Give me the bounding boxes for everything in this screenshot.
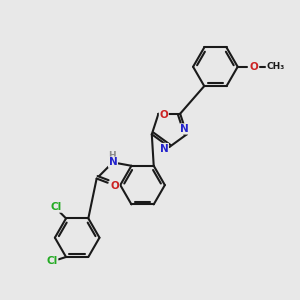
Text: Cl: Cl (46, 256, 58, 266)
Text: O: O (249, 62, 258, 72)
Text: CH₃: CH₃ (266, 62, 285, 71)
Text: N: N (160, 143, 168, 154)
Text: Cl: Cl (51, 202, 62, 212)
Text: N: N (109, 157, 117, 167)
Text: O: O (160, 110, 168, 120)
Text: H: H (108, 151, 115, 160)
Text: N: N (180, 124, 189, 134)
Text: O: O (110, 181, 119, 191)
